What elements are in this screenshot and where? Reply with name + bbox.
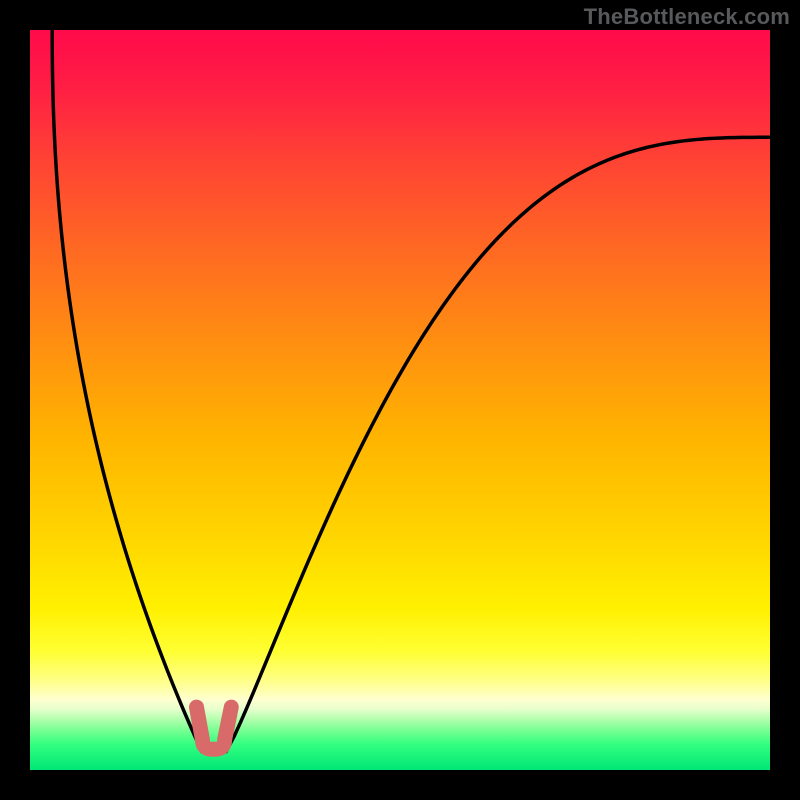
chart-frame: TheBottleneck.com bbox=[0, 0, 800, 800]
plot-area bbox=[30, 30, 770, 770]
chart-svg bbox=[30, 30, 770, 770]
watermark-label: TheBottleneck.com bbox=[584, 4, 790, 30]
gradient-background bbox=[30, 30, 770, 770]
